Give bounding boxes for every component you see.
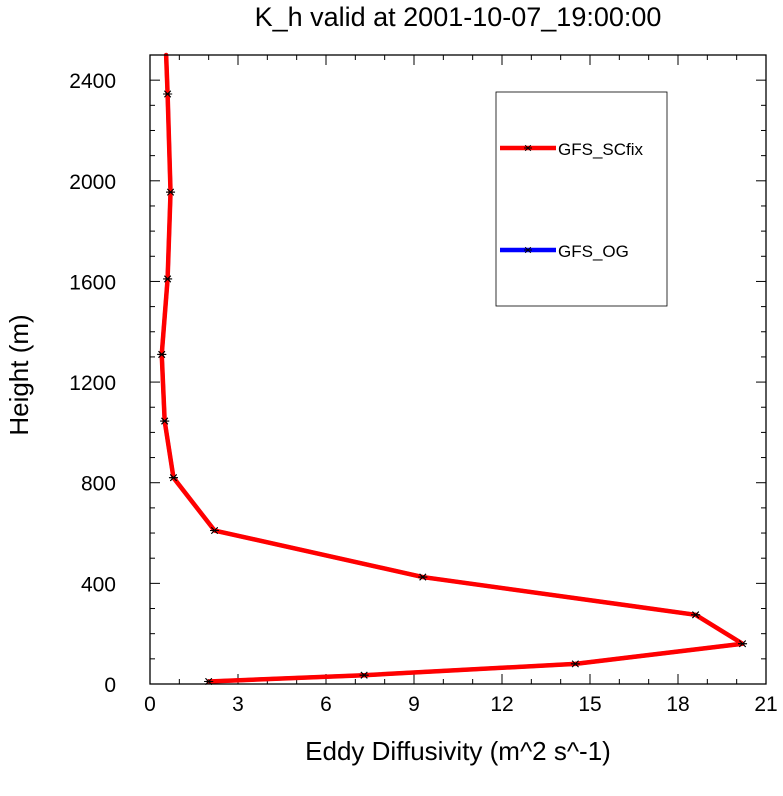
plot-frame	[149, 54, 767, 685]
legend-items: GFS_SCfix GFS_OG	[500, 140, 644, 261]
data-point-gfs-og	[738, 640, 748, 648]
data-point-gfs-og	[691, 611, 701, 619]
y-tick-label: 400	[81, 573, 116, 596]
series-layer	[157, 52, 748, 686]
data-point-gfs-og	[168, 474, 178, 482]
y-tick-label: 800	[81, 473, 116, 496]
x-tick-label: 12	[490, 693, 513, 716]
x-tick-label: 0	[144, 693, 156, 716]
x-tick-label: 18	[666, 693, 689, 716]
axis-ticks: 0 3 6 9 12 15 18 21 0 400 800 1200 1600 2000 2400	[69, 54, 778, 716]
legend-marker	[524, 246, 532, 254]
data-point-gfs-og	[166, 188, 176, 196]
data-point-gfs-og	[210, 526, 220, 535]
y-tick-label: 0	[104, 674, 116, 697]
x-tick-label: 3	[232, 693, 244, 716]
y-tick-label: 2400	[69, 70, 116, 93]
chart-title: K_h valid at 2001-10-07_19:00:00	[255, 2, 662, 32]
x-tick-label: 9	[408, 693, 420, 716]
legend-label: GFS_SCfix	[558, 140, 644, 159]
data-point-gfs-og	[163, 90, 173, 98]
data-point-gfs-og	[418, 573, 428, 581]
x-tick-label: 15	[578, 693, 601, 716]
data-point-gfs-og	[359, 671, 369, 679]
y-axis-label: Height (m)	[4, 314, 34, 435]
legend-label: GFS_OG	[558, 242, 629, 261]
x-tick-label: 6	[320, 693, 332, 716]
series-line-gfs-scfix	[159, 52, 745, 684]
legend-marker	[524, 144, 532, 152]
legend-box	[495, 91, 668, 307]
y-tick-label: 2000	[69, 171, 116, 194]
x-axis-label: Eddy Diffusivity (m^2 s^-1)	[305, 736, 611, 766]
data-point-gfs-og	[157, 350, 167, 358]
data-point-gfs-og	[163, 275, 173, 283]
x-tick-label: 21	[754, 693, 777, 716]
y-tick-label: 1600	[69, 271, 116, 294]
y-tick-label: 1200	[69, 372, 116, 395]
data-point-gfs-og	[160, 417, 170, 425]
data-point-gfs-og	[570, 660, 580, 668]
legend: GFS_SCfix GFS_OG	[495, 91, 668, 307]
